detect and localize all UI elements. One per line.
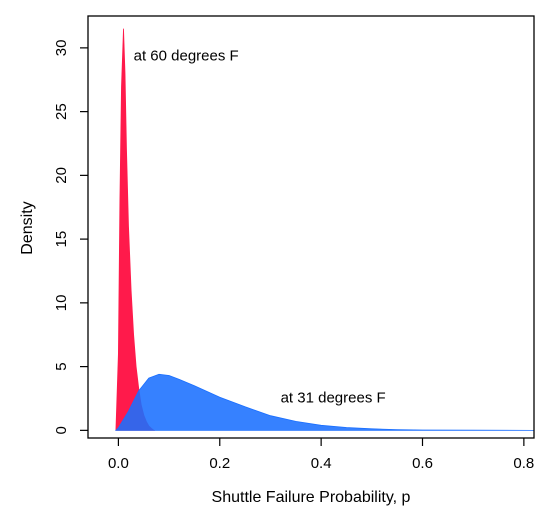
series-layer (114, 28, 534, 431)
density-area-2 (114, 373, 534, 431)
y-tick-label: 30 (53, 40, 70, 57)
y-tick-label: 5 (53, 362, 70, 370)
x-tick-label: 0.6 (412, 455, 433, 472)
annotation-label: at 31 degrees F (281, 389, 386, 406)
y-tick-label: 20 (53, 167, 70, 184)
annotation-layer: at 60 degrees F at 31 degrees F (134, 48, 386, 407)
y-tick-label: 25 (53, 103, 70, 120)
y-axis-label: Density (19, 201, 36, 254)
y-tick-label: 0 (53, 426, 70, 434)
x-tick-label: 0.4 (311, 455, 332, 472)
ticks-layer: 0.0 0.2 0.4 0.6 0.8 0 5 10 15 20 25 30 (53, 40, 534, 472)
x-tick-label: 0.0 (108, 455, 129, 472)
y-tick-label: 15 (53, 231, 70, 248)
x-tick-label: 0.2 (209, 455, 230, 472)
y-tick-label: 10 (53, 295, 70, 312)
plot-frame (87, 15, 535, 439)
x-tick-label: 0.8 (513, 455, 534, 472)
density-area-1 (115, 28, 156, 431)
annotation-label: at 60 degrees F (134, 48, 239, 65)
x-axis-label: Shuttle Failure Probability, p (212, 489, 411, 506)
